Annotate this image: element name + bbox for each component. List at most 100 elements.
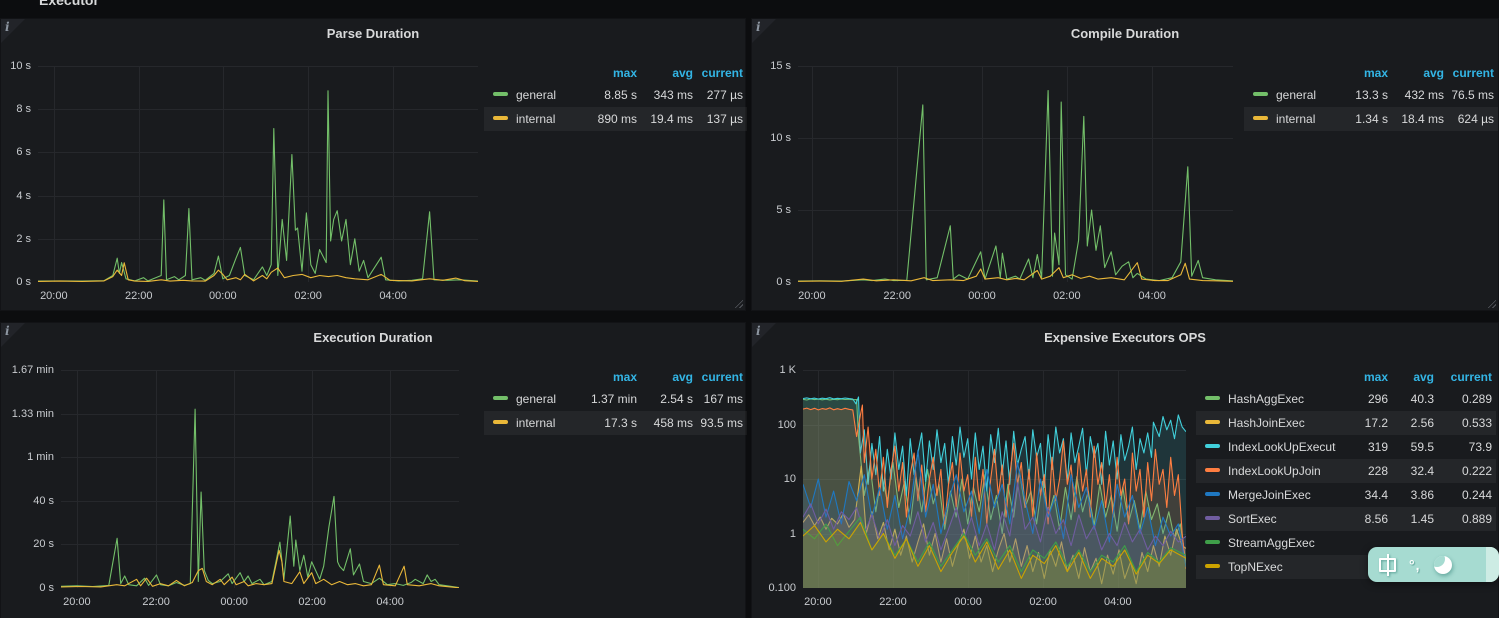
- y-tick-label: 2 s: [16, 232, 31, 245]
- series-color-swatch-icon: [1205, 516, 1220, 521]
- ime-status-overlay[interactable]: °,: [1368, 547, 1499, 582]
- legend-value-max: 1.37 min: [590, 392, 637, 406]
- legend-value-current: 76.5 ms: [1451, 88, 1494, 102]
- legend-header-spacer: [484, 367, 579, 387]
- legend-col-header-avg[interactable]: avg: [672, 370, 693, 384]
- series-color-swatch-icon: [493, 92, 508, 97]
- panel-title[interactable]: Execution Duration: [313, 330, 433, 345]
- legend-value-max: 228: [1367, 464, 1388, 478]
- panel-info-corner[interactable]: i: [1, 323, 25, 347]
- night-mode-moon-icon: [1433, 555, 1452, 574]
- legend-series-toggle[interactable]: internal: [484, 107, 579, 131]
- legend-series-toggle[interactable]: IndexLookUpExecutor: [1196, 435, 1336, 459]
- series-name-label: HashJoinExec: [1228, 416, 1305, 430]
- chart-canvas[interactable]: [60, 370, 460, 589]
- panel-info-corner[interactable]: i: [752, 19, 776, 43]
- legend-series-toggle[interactable]: general: [484, 83, 579, 107]
- panel-compile-duration: i Compile Duration max avg current general 1…: [751, 18, 1499, 311]
- legend-series-toggle[interactable]: StreamAggExec: [1196, 531, 1336, 555]
- panel-resize-handle[interactable]: [1487, 299, 1496, 308]
- series-area-SortExec: [803, 482, 1186, 588]
- legend-col-header-avg[interactable]: avg: [672, 66, 693, 80]
- legend-col-header-current[interactable]: current: [701, 66, 743, 80]
- dashboard-row-title[interactable]: Executor: [0, 0, 400, 9]
- row-title-label: Executor: [39, 0, 99, 8]
- panel-info-corner[interactable]: i: [1, 19, 25, 43]
- legend-col-header-current[interactable]: current: [1450, 370, 1492, 384]
- chart-canvas[interactable]: [797, 66, 1234, 283]
- x-tick-label: 02:00: [298, 596, 326, 608]
- panel-resize-handle[interactable]: [734, 299, 743, 308]
- legend-col-header-max[interactable]: max: [1363, 370, 1388, 384]
- legend-header-row: max avg current: [1244, 63, 1498, 83]
- legend-value-avg: 432 ms: [1404, 88, 1444, 102]
- legend-row: general 13.3 s 432 ms 76.5 ms: [1244, 83, 1498, 107]
- panel-title[interactable]: Parse Duration: [326, 26, 420, 41]
- panel-title[interactable]: Expensive Executors OPS: [1044, 330, 1206, 345]
- series-line-TopNExec: [802, 521, 1187, 579]
- legend-col-header-max[interactable]: max: [612, 370, 637, 384]
- legend-series-toggle[interactable]: general: [484, 387, 579, 411]
- series-color-swatch-icon: [493, 420, 508, 425]
- legend-series-toggle[interactable]: general: [1244, 83, 1334, 107]
- legend-col-header-max[interactable]: max: [1363, 66, 1388, 80]
- legend-value-avg: 19.4 ms: [650, 112, 693, 126]
- series-color-swatch-icon: [1205, 468, 1220, 473]
- legend-col-header-avg[interactable]: avg: [1423, 66, 1444, 80]
- legend-series-toggle[interactable]: MergeJoinExec: [1196, 483, 1336, 507]
- legend-value-avg: 2.54 s: [660, 392, 693, 406]
- series-line-HashJoinExec: [802, 465, 1187, 585]
- y-tick-label: 15 s: [770, 60, 791, 72]
- chart-svg: [37, 66, 479, 283]
- legend-col-header-current[interactable]: current: [1452, 66, 1494, 80]
- legend-table: max avg current HashAggExec 296 40.3 0.289 Hash…: [1196, 367, 1496, 579]
- legend-header-row: max avg current: [484, 367, 747, 387]
- panel-title[interactable]: Compile Duration: [1070, 26, 1180, 41]
- x-tick-label: 00:00: [220, 596, 248, 608]
- chart-svg: [802, 370, 1187, 589]
- series-name-label: IndexLookUpJoin: [1228, 464, 1321, 478]
- legend-series-toggle[interactable]: HashJoinExec: [1196, 411, 1336, 435]
- legend-header-row: max avg current: [1196, 367, 1496, 387]
- y-tick-label: 0 s: [776, 276, 791, 288]
- legend-value-max: 17.3 s: [604, 416, 637, 430]
- y-tick-label: 10 s: [770, 132, 791, 144]
- legend-table: max avg current general 8.85 s 343 ms 277 µs in…: [484, 63, 747, 131]
- legend-series-toggle[interactable]: internal: [484, 411, 579, 435]
- legend-value-avg: 59.5: [1410, 440, 1434, 454]
- legend-value-current: 0.889: [1461, 512, 1492, 526]
- series-name-label: general: [516, 88, 557, 102]
- legend-series-toggle[interactable]: HashAggExec: [1196, 387, 1336, 411]
- legend-value-current: 0.533: [1461, 416, 1492, 430]
- y-tick-label: 1 K: [779, 364, 796, 376]
- legend-row: internal 1.34 s 18.4 ms 624 µs: [1244, 107, 1498, 131]
- series-name-label: HashAggExec: [1228, 392, 1305, 406]
- legend-series-toggle[interactable]: TopNExec: [1196, 555, 1336, 579]
- x-tick-label: 20:00: [798, 290, 826, 302]
- series-color-swatch-icon: [1205, 396, 1220, 401]
- chart-canvas[interactable]: [802, 370, 1187, 589]
- panel-info-corner[interactable]: i: [752, 323, 776, 347]
- legend-value-current: 137 µs: [706, 112, 743, 126]
- legend: max avg current HashAggExec 296 40.3 0.289 Hash…: [1196, 367, 1496, 579]
- chart-canvas[interactable]: [37, 66, 479, 283]
- fullwidth-punct-label: °,: [1409, 556, 1421, 573]
- series-name-label: general: [1276, 88, 1317, 102]
- legend-value-max: 8.56: [1364, 512, 1388, 526]
- legend-series-toggle[interactable]: SortExec: [1196, 507, 1336, 531]
- legend-row: IndexLookUpJoin 228 32.4 0.222: [1196, 459, 1496, 483]
- legend-series-toggle[interactable]: IndexLookUpJoin: [1196, 459, 1336, 483]
- legend-value-max: 296: [1367, 392, 1388, 406]
- legend-col-header-max[interactable]: max: [612, 66, 637, 80]
- legend-header-spacer: [1244, 63, 1334, 83]
- legend-col-header-current[interactable]: current: [701, 370, 743, 384]
- legend-value-avg: 18.4 ms: [1401, 112, 1444, 126]
- series-color-swatch-icon: [1253, 116, 1268, 121]
- legend-series-toggle[interactable]: internal: [1244, 107, 1334, 131]
- legend-table: max avg current general 13.3 s 432 ms 76.5 ms i…: [1244, 63, 1498, 131]
- legend-col-header-avg[interactable]: avg: [1413, 370, 1434, 384]
- y-tick-label: 1 min: [27, 451, 54, 464]
- x-tick-label: 22:00: [142, 596, 170, 608]
- y-tick-label: 0 s: [16, 276, 31, 288]
- legend-value-max: 890 ms: [597, 112, 637, 126]
